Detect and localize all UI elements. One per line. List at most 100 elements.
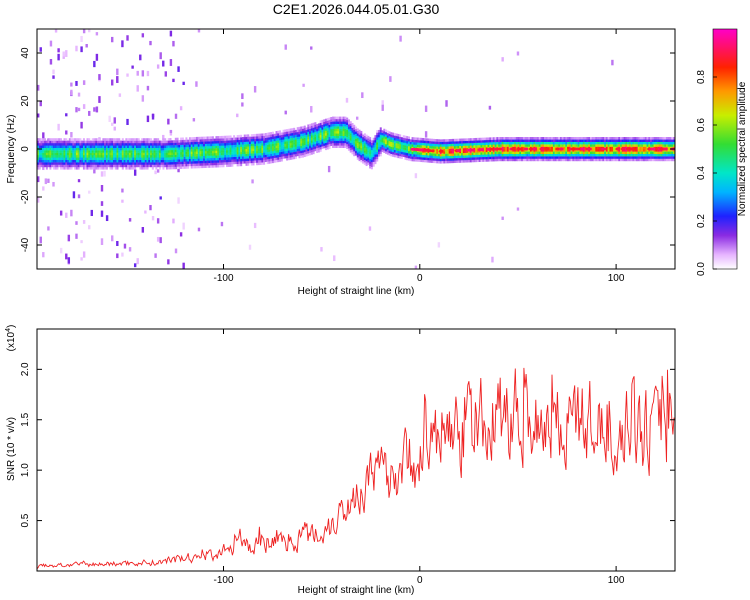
spectrogram-cell <box>218 162 221 165</box>
spectrogram-cell <box>220 135 223 139</box>
spectrogram-cell <box>196 148 199 152</box>
spectrogram-cell <box>97 150 100 153</box>
spectrogram-cell <box>238 154 241 157</box>
spectrogram-cell <box>457 138 460 142</box>
spectrogram-cell <box>95 145 98 148</box>
spectrogram-cell <box>319 137 322 140</box>
spectrogram-cell <box>181 163 184 167</box>
spectrogram-cell <box>63 147 66 151</box>
spectrogram-cell <box>478 159 481 162</box>
spectrogram-cell <box>512 141 515 145</box>
spectrogram-cell <box>157 147 160 151</box>
spectrogram-cell <box>42 159 45 163</box>
spectrogram-cell <box>105 162 108 165</box>
spectrogram-cell <box>510 156 513 159</box>
spectrogram-speckle <box>75 80 78 86</box>
spectrogram-cell <box>627 139 630 142</box>
spectrogram-cell <box>588 137 591 140</box>
spectrogram-cell <box>595 141 598 145</box>
spectrogram-cell <box>112 164 115 168</box>
spectrogram-cell <box>353 153 356 157</box>
spectrogram-cell <box>404 154 407 158</box>
spectrogram-cell <box>335 116 338 120</box>
spectrogram-cell <box>218 138 221 141</box>
spectrogram-cell <box>499 151 502 154</box>
spectrogram-cell <box>180 139 183 143</box>
spectrogram-cell <box>319 134 322 138</box>
spectrogram-cell <box>600 158 603 162</box>
spectrogram-cell <box>65 140 68 144</box>
spectrogram-cell <box>287 155 290 158</box>
spectrogram-cell <box>551 158 554 162</box>
spectrogram-cell <box>49 140 52 144</box>
spectrogram-cell <box>379 132 382 135</box>
spectrogram-cell <box>132 138 135 141</box>
spectrogram-cell <box>309 131 312 134</box>
spectrogram-cell <box>167 157 170 160</box>
spectrogram-cell <box>549 137 552 140</box>
spectrogram-speckle <box>65 253 68 260</box>
spectrogram-cell <box>422 152 425 155</box>
spectrogram-cell <box>644 153 647 157</box>
spectrogram-cell <box>521 137 524 140</box>
spectrogram-cell <box>655 141 658 145</box>
spectrogram-cell <box>551 149 554 152</box>
spectrogram-cell <box>627 153 630 157</box>
spectrogram-cell <box>199 153 202 157</box>
spectrogram-cell <box>554 137 557 140</box>
spectrogram-cell <box>416 137 419 141</box>
spectrogram-cell <box>287 131 290 134</box>
spectrogram-cell <box>372 147 375 150</box>
spectrogram-speckle <box>310 106 313 113</box>
spectrogram-cell <box>416 142 419 145</box>
spectrogram-speckle <box>424 131 428 138</box>
spectrogram-cell <box>111 140 114 144</box>
spectrogram-cell <box>475 152 478 155</box>
spectrogram-speckle <box>197 29 201 33</box>
spectrogram-cell <box>51 155 54 158</box>
spectrogram-cell <box>356 128 359 131</box>
spectrogram-cell <box>330 136 333 139</box>
spectrogram-cell <box>572 137 575 140</box>
spectrogram-cell <box>443 153 446 157</box>
spectrogram-cell <box>118 152 121 156</box>
spectrogram-speckle <box>116 68 119 76</box>
spectrogram-cell <box>261 162 264 165</box>
spectrogram-cell <box>567 153 570 157</box>
spectrogram-cell <box>445 141 448 145</box>
spectrogram-cell <box>70 138 73 141</box>
spectrogram-cell <box>434 141 437 144</box>
spectrogram-cell <box>584 139 587 142</box>
spectrogram-cell <box>121 147 124 151</box>
spectrogram-cell <box>400 149 403 152</box>
spectrogram-cell <box>519 137 522 140</box>
spectrogram-cell <box>420 137 423 141</box>
spectrogram-cell <box>522 141 525 145</box>
spectrogram-cell <box>208 136 211 140</box>
spectrogram-cell <box>383 131 386 134</box>
spectrogram-cell <box>312 122 315 126</box>
spectrogram-cell <box>190 146 193 150</box>
spectrogram-cell <box>157 150 160 153</box>
spectrogram-cell <box>86 147 89 151</box>
spectrogram-cell <box>261 135 264 139</box>
spectrogram-y-tick-label: 40 <box>20 47 31 59</box>
spectrogram-cell <box>367 147 370 151</box>
spectrogram-cell <box>529 137 532 140</box>
spectrogram-cell <box>657 153 660 157</box>
spectrogram-cell <box>340 121 343 124</box>
spectrogram-cell <box>653 156 656 159</box>
spectrogram-cell <box>247 148 250 152</box>
spectrogram-cell <box>324 145 327 148</box>
spectrogram-cell <box>197 146 200 150</box>
spectrogram-cell <box>641 156 644 159</box>
spectrogram-cell <box>312 144 315 147</box>
spectrogram-cell <box>536 156 539 159</box>
spectrogram-cell <box>151 155 154 158</box>
spectrogram-cell <box>289 128 292 132</box>
spectrogram-peak <box>558 147 565 151</box>
spectrogram-cell <box>372 156 375 160</box>
spectrogram-cell <box>574 144 577 147</box>
spectrogram-cell <box>531 158 534 162</box>
spectrogram-cell <box>584 158 587 162</box>
